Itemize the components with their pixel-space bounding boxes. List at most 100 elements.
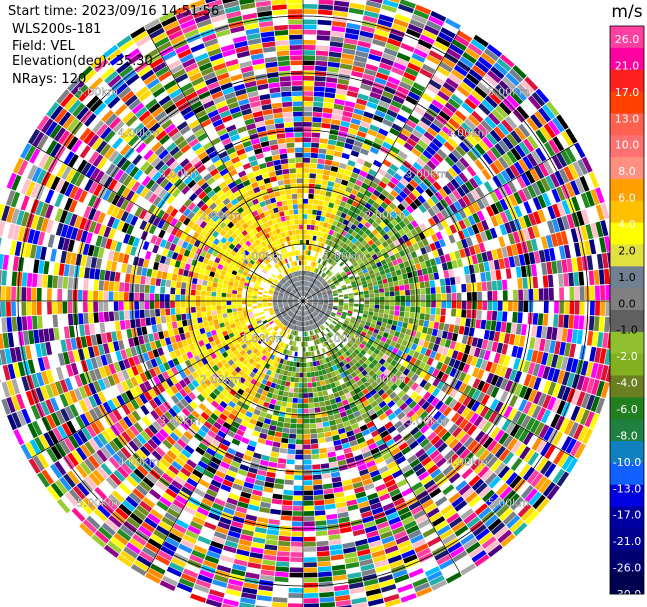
gate-cell: [354, 55, 368, 63]
gate-cell: [540, 236, 549, 249]
gate-cell: [166, 322, 173, 330]
gate-cell: [313, 286, 318, 291]
gate-cell: [316, 163, 325, 170]
gate-cell: [270, 398, 277, 405]
gate-cell: [310, 283, 313, 288]
gate-cell: [363, 310, 369, 315]
gate-cell: [394, 310, 400, 316]
gate-cell: [299, 372, 303, 378]
gate-cell: [579, 286, 585, 301]
gate-cell: [418, 204, 427, 214]
gate-cell: [326, 278, 332, 283]
gate-cell: [468, 264, 475, 274]
gate-cell: [411, 147, 422, 158]
gate-cell: [601, 252, 609, 269]
gate-cell: [495, 201, 504, 213]
gate-cell: [388, 281, 394, 288]
gate-cell: [481, 310, 487, 320]
gate-cell: [368, 96, 380, 105]
gate-cell: [351, 283, 357, 288]
gate-cell: [386, 222, 395, 230]
gate-cell: [425, 348, 432, 357]
gate-cell: [585, 190, 595, 207]
gate-cell: [551, 155, 563, 170]
gate-cell: [384, 305, 390, 310]
gate-cell: [366, 318, 372, 323]
gate-cell: [561, 215, 570, 230]
gate-cell: [361, 225, 368, 233]
gate-cell: [360, 320, 366, 325]
gate-cell: [332, 277, 337, 282]
gate-cell: [403, 173, 413, 183]
gate-cell: [303, 245, 306, 250]
gate-cell: [409, 237, 417, 245]
gate-cell: [495, 376, 504, 388]
gate-cell: [160, 315, 167, 324]
gate-cell: [490, 146, 502, 159]
gate-cell: [212, 314, 218, 321]
gate-cell: [468, 327, 475, 337]
gate-cell: [493, 259, 500, 270]
gate-cell: [342, 207, 350, 214]
gate-cell: [497, 122, 510, 136]
gate-cell: [294, 382, 299, 388]
gate-cell: [323, 295, 328, 298]
gate-cell: [333, 182, 341, 189]
gate-cell: [326, 223, 332, 230]
gate-cell: [499, 54, 515, 68]
gate-cell: [483, 350, 491, 361]
gate-cell: [442, 484, 455, 496]
gate-cell: [486, 310, 492, 321]
gate-cell: [559, 168, 570, 184]
gate-cell: [386, 230, 394, 238]
gate-cell: [387, 76, 401, 86]
gate-cell: [410, 301, 416, 307]
gate-cell: [314, 262, 318, 268]
gate-cell: [362, 249, 369, 256]
gate-cell: [509, 91, 524, 105]
gate-cell: [564, 342, 571, 357]
gate-cell: [363, 259, 370, 265]
gate-cell: [344, 232, 351, 239]
gate-cell: [464, 180, 475, 192]
gate-cell: [475, 233, 483, 244]
gate-cell: [472, 212, 481, 224]
gate-cell: [381, 274, 387, 280]
gate-cell: [488, 239, 496, 250]
gate-cell: [315, 60, 328, 67]
gate-cell: [303, 516, 315, 522]
gate-cell: [400, 128, 412, 138]
gate-cell: [390, 176, 400, 186]
gate-cell: [288, 587, 303, 593]
gate-cell: [356, 130, 367, 138]
gate-cell: [340, 120, 351, 128]
gate-cell: [328, 305, 333, 308]
gate-cell: [323, 395, 330, 401]
gate-cell: [369, 293, 375, 298]
gate-cell: [344, 214, 352, 221]
gate-cell: [207, 315, 213, 322]
gate-cell: [348, 293, 354, 296]
gate-cell: [393, 172, 403, 182]
gate-cell: [306, 294, 311, 298]
gate-cell: [303, 490, 314, 496]
gate-cell: [498, 156, 509, 169]
gate-cell: [504, 222, 513, 234]
gate-cell: [349, 177, 357, 184]
gate-cell: [560, 149, 572, 166]
gate-cell: [359, 297, 364, 301]
gate-cell: [599, 348, 607, 364]
gate-cell: [417, 120, 429, 131]
gate-cell: [336, 312, 342, 316]
gate-cell: [538, 249, 546, 263]
gate-cell: [333, 278, 338, 283]
gate-cell: [466, 292, 472, 301]
gate-cell: [356, 215, 363, 222]
gate-cell: [348, 305, 354, 309]
gate-cell: [335, 93, 346, 101]
gate-cell: [321, 254, 326, 260]
gate-cell: [466, 192, 476, 203]
gate-cell: [327, 264, 332, 269]
gate-cell: [471, 201, 481, 212]
gate-cell: [385, 257, 392, 264]
